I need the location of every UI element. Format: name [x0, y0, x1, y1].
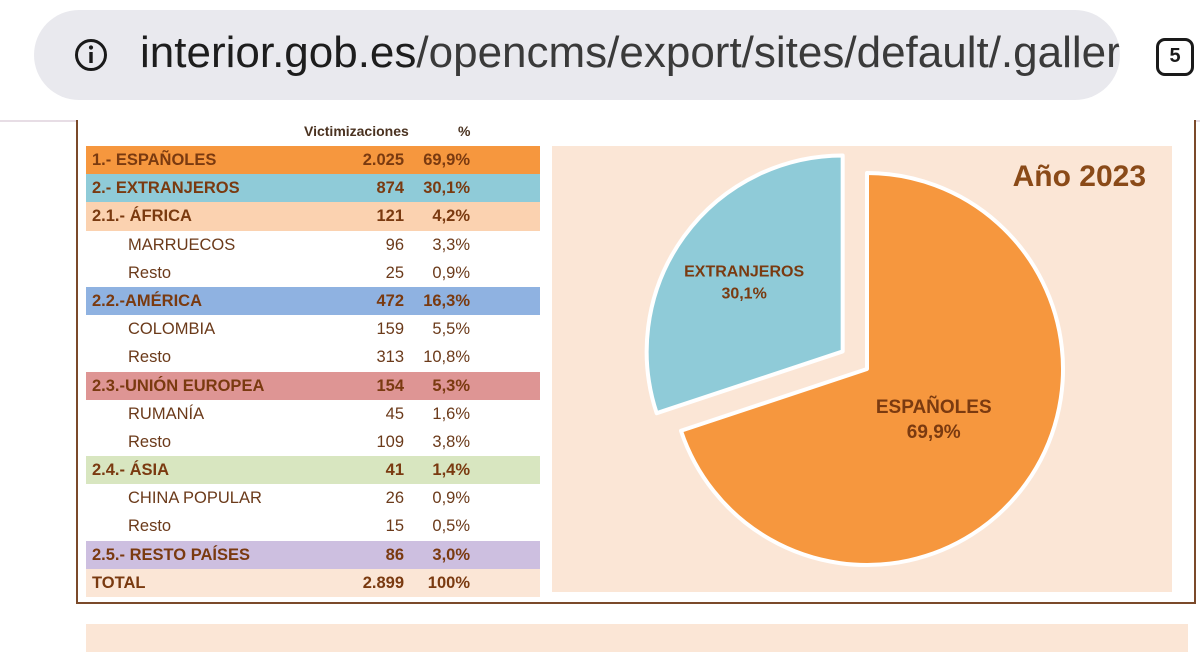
- row-label: 1.- ESPAÑOLES: [92, 151, 217, 169]
- row-value: 874: [376, 179, 404, 198]
- row-percent: 3,0%: [432, 545, 470, 564]
- row-percent: 16,3%: [423, 291, 470, 310]
- pie-label-value: 30,1%: [721, 285, 766, 302]
- table-row: RUMANÍA 45 1,6%: [86, 400, 540, 428]
- header-victimizations: Victimizaciones: [304, 123, 409, 139]
- row-percent: 3,3%: [432, 235, 470, 254]
- table-row: 2.2.-AMÉRICA 472 16,3%: [86, 286, 540, 316]
- url-path: /opencms/export/sites/default/.galleries: [416, 28, 1120, 77]
- table-row: Resto 313 10,8%: [86, 343, 540, 371]
- row-value: 86: [385, 545, 404, 564]
- pie-chart: ESPAÑOLES 69,9% EXTRANJEROS 30,1%: [644, 153, 1065, 567]
- row-label: Resto: [128, 263, 172, 282]
- table-row: MARRUECOS 96 3,3%: [86, 231, 540, 259]
- next-section-band: [86, 624, 1188, 652]
- row-percent: 69,9%: [423, 151, 470, 169]
- pie-label-name: ESPAÑOLES: [876, 396, 992, 418]
- tab-count-button[interactable]: 5: [1156, 38, 1194, 76]
- row-percent: 10,8%: [423, 348, 470, 367]
- table-row: 1.- ESPAÑOLES 2.025 69,9%: [86, 146, 540, 175]
- row-percent: 100%: [427, 573, 470, 592]
- table-row: 2.4.- ÁSIA 41 1,4%: [86, 456, 540, 485]
- row-percent: 0,9%: [432, 263, 470, 282]
- row-label: 2.5.- RESTO PAÍSES: [92, 545, 251, 564]
- report-figure: Victimizaciones % 1.- ESPAÑOLES 2.025 69,9…: [76, 120, 1196, 604]
- row-percent: 4,2%: [432, 207, 470, 226]
- row-value: 15: [385, 517, 404, 536]
- row-label: 2.- EXTRANJEROS: [92, 179, 240, 198]
- row-label: 2.1.- ÁFRICA: [92, 207, 192, 226]
- row-value: 25: [385, 263, 404, 282]
- info-circle-icon[interactable]: [74, 38, 108, 72]
- table-row: TOTAL 2.899 100%: [86, 568, 540, 597]
- row-label: Resto: [128, 432, 172, 451]
- row-label: COLOMBIA: [128, 320, 216, 339]
- pie-label-name: EXTRANJEROS: [684, 263, 804, 280]
- row-percent: 0,9%: [432, 489, 470, 508]
- table-row: CHINA POPULAR 26 0,9%: [86, 484, 540, 512]
- row-value: 313: [376, 348, 404, 367]
- table-row: Resto 15 0,5%: [86, 512, 540, 540]
- row-value: 45: [385, 404, 404, 423]
- table-row: Resto 109 3,8%: [86, 428, 540, 456]
- row-label: RUMANÍA: [128, 404, 205, 423]
- pie-label-value: 69,9%: [907, 422, 961, 443]
- chart-title: Año 2023: [1012, 160, 1146, 193]
- row-label: 2.4.- ÁSIA: [92, 461, 170, 480]
- row-label: TOTAL: [92, 573, 146, 592]
- row-value: 26: [385, 489, 404, 508]
- table-row: 2.3.-UNIÓN EUROPEA 154 5,3%: [86, 371, 540, 400]
- row-percent: 5,5%: [432, 320, 470, 339]
- row-percent: 30,1%: [423, 179, 470, 198]
- chart-panel: Año 2023 ESPAÑOLES 69,9% EXTRANJEROS 30,1%: [552, 146, 1172, 592]
- url-text[interactable]: interior.gob.es/opencms/export/sites/def…: [140, 26, 1120, 80]
- row-label: Resto: [128, 348, 172, 367]
- pie-slice-españoles: [678, 171, 1065, 567]
- row-value: 2.899: [362, 573, 404, 592]
- row-value: 41: [385, 461, 404, 480]
- pie-slice-extranjeros: [644, 153, 845, 416]
- row-value: 159: [376, 320, 404, 339]
- table-row: 2.5.- RESTO PAÍSES 86 3,0%: [86, 540, 540, 569]
- table-row: COLOMBIA 159 5,5%: [86, 315, 540, 343]
- row-label: 2.2.-AMÉRICA: [92, 291, 203, 310]
- row-value: 96: [385, 235, 404, 254]
- row-value: 472: [376, 291, 404, 310]
- url-host: interior.gob.es: [140, 28, 417, 77]
- header-percent: %: [458, 123, 471, 139]
- victimization-table: 1.- ESPAÑOLES 2.025 69,9% 2.- EXTRANJEROS 87…: [86, 146, 540, 597]
- row-label: 2.3.-UNIÓN EUROPEA: [92, 376, 265, 395]
- row-percent: 1,6%: [432, 404, 470, 423]
- table-row: 2.- EXTRANJEROS 874 30,1%: [86, 174, 540, 203]
- row-percent: 5,3%: [432, 376, 470, 395]
- row-value: 121: [376, 207, 404, 226]
- row-value: 154: [376, 376, 404, 395]
- row-label: Resto: [128, 517, 172, 536]
- row-percent: 1,4%: [432, 461, 470, 480]
- row-label: MARRUECOS: [128, 235, 236, 254]
- address-bar[interactable]: interior.gob.es/opencms/export/sites/def…: [34, 10, 1120, 100]
- row-value: 2.025: [362, 151, 404, 169]
- table-row: 2.1.- ÁFRICA 121 4,2%: [86, 202, 540, 231]
- row-percent: 0,5%: [432, 517, 470, 536]
- row-value: 109: [376, 432, 404, 451]
- row-percent: 3,8%: [432, 432, 470, 451]
- table-row: Resto 25 0,9%: [86, 259, 540, 287]
- browser-toolbar: interior.gob.es/opencms/export/sites/def…: [0, 0, 1200, 122]
- row-label: CHINA POPULAR: [128, 489, 262, 508]
